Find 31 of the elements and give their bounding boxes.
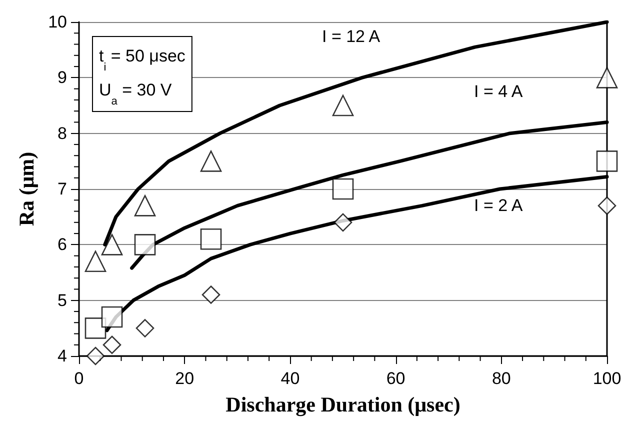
annotation: I = 2 A xyxy=(474,196,524,215)
y-tick-label: 4 xyxy=(58,346,67,366)
point xyxy=(136,319,154,338)
y-tick-label: 10 xyxy=(48,12,67,32)
point xyxy=(596,150,618,172)
point xyxy=(134,234,156,256)
y-tick-label: 8 xyxy=(58,124,67,143)
annotation: I = 4 A xyxy=(474,82,524,101)
point xyxy=(84,318,106,339)
point xyxy=(598,196,616,215)
point xyxy=(86,346,105,366)
point xyxy=(200,228,222,250)
point xyxy=(102,336,122,354)
x-tick-label: 40 xyxy=(280,369,300,388)
y-axis-title: Ra (μm) xyxy=(14,152,39,226)
x-tick-label: 100 xyxy=(592,369,622,388)
x-tick-label: 0 xyxy=(74,369,84,388)
y-tick-label: 9 xyxy=(58,68,67,88)
x-tick-label: 20 xyxy=(175,369,194,388)
y-tick-label: 6 xyxy=(58,235,67,254)
point xyxy=(202,286,220,304)
x-axis-title: Discharge Duration (μsec) xyxy=(226,392,460,416)
point xyxy=(101,306,123,328)
point xyxy=(334,213,352,232)
point xyxy=(332,178,354,200)
y-tick-label: 5 xyxy=(58,290,67,310)
point xyxy=(596,67,618,88)
x-tick-label: 80 xyxy=(492,369,511,388)
annotation: I = 12 A xyxy=(322,27,381,46)
y-tick-label: 7 xyxy=(58,180,67,198)
x-tick-label: 60 xyxy=(386,369,406,388)
